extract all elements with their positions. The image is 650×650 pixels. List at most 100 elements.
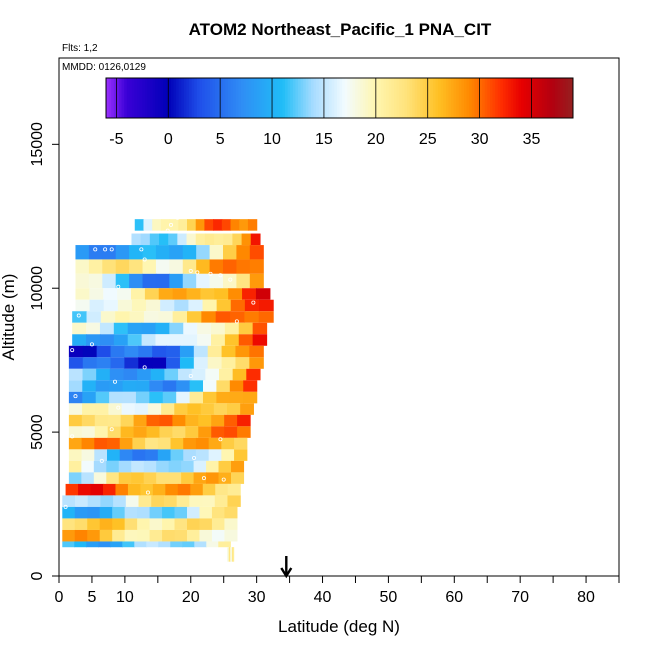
sample-point [142,257,147,262]
heatmap-cell [187,518,201,530]
sample-point [201,476,206,481]
colorbar-swatch [383,78,387,118]
heatmap-cell [182,259,197,274]
heatmap-cell [170,541,183,548]
heatmap-cell [244,299,260,312]
heatmap-cell [172,288,188,300]
heatmap-cell [134,219,145,231]
heatmap-cell [166,357,181,369]
heatmap-cell [88,245,103,260]
colorbar-swatch [560,78,564,118]
heatmap-cell [243,380,258,392]
heatmap-cell [249,245,264,260]
sample-point [142,365,147,370]
heatmap-cell [169,259,184,274]
colorbar-swatch [155,78,159,118]
colorbar-swatch [404,78,408,118]
colorbar-swatch [321,78,325,118]
heatmap-bands [62,219,274,562]
colorbar-swatch [191,78,195,118]
heatmap-cell [81,426,96,438]
heatmap-cell [236,259,251,274]
sample-point [70,348,75,353]
heatmap-cell [206,460,220,473]
colorbar-swatch [204,78,208,118]
heatmap-cell [165,483,179,496]
heatmap-cell [86,322,101,335]
heatmap-cell [231,460,245,473]
heatmap-cell [100,495,114,507]
colorbar-swatch [557,78,561,118]
heatmap-cell [172,426,186,438]
sample-point [139,247,144,252]
colorbar-swatch [163,78,167,118]
colorbar-swatch [251,78,255,118]
heatmap-cell [198,414,212,427]
colorbar-swatch [562,78,566,118]
heatmap-cell [247,219,258,231]
colorbar-swatch [118,78,123,118]
colorbar-swatch [230,78,234,118]
colorbar-swatch [279,78,283,118]
heatmap-cell [62,541,75,548]
heatmap-cell [183,449,197,461]
heatmap-cell [223,259,238,274]
heatmap-cell [110,357,126,369]
heatmap-cell [219,368,234,381]
heatmap-cell [99,334,115,346]
sample-point [109,427,114,432]
heatmap-cell [178,368,193,381]
heatmap-cell [240,403,254,415]
heatmap-cell [218,541,231,548]
y-tick-label: 10000 [29,266,46,311]
colorbar: -5 0 5 10 15 20 25 30 35 [105,77,574,148]
heatmap-cell [119,437,134,450]
heatmap-cell [88,259,103,274]
heatmap-cell [75,299,91,312]
colorbar-swatch [285,78,289,118]
heatmap-cell [235,357,250,369]
heatmap-cell [221,437,235,450]
colorbar-tick-label: 5 [216,131,225,148]
colorbar-swatch [339,78,343,118]
heatmap-cell [181,472,195,484]
colorbar-swatch [406,78,411,118]
heatmap-cell [74,529,88,542]
colorbar-swatch [124,78,128,118]
heatmap-cell [249,345,264,358]
heatmap-cell [237,414,251,427]
heatmap-cell [176,380,191,392]
chart-title: ATOM2 Northeast_Pacific_1 PNA_CIT [189,20,492,39]
heatmap-cell [162,506,176,519]
heatmap-cell [95,403,110,415]
sample-point [70,434,75,439]
heatmap-cell [156,460,170,473]
heatmap-cell [87,506,101,519]
heatmap-cell [166,345,181,358]
colorbar-tick-label: 30 [471,131,489,148]
colorbar-swatch [222,78,226,118]
heatmap-cell [87,529,101,542]
heatmap-cell [215,311,231,323]
heatmap-cell [252,334,268,346]
colorbar-swatch [508,78,512,118]
heatmap-cell [82,345,98,358]
heatmap-cell [193,357,209,369]
colorbar-swatch [170,78,174,118]
colorbar-swatch [456,78,460,118]
colorbar-swatch [547,78,551,118]
colorbar-swatch [386,78,390,118]
heatmap-cell [243,391,258,404]
heatmap-cell [176,391,191,404]
heatmap-cell [203,391,218,404]
heatmap-cell [198,426,212,438]
heatmap-cell [164,368,179,381]
heatmap-cell [155,259,170,274]
x-axis: 0 5 10 20 30 40 50 60 70 80 [55,576,620,606]
heatmap-cell [162,391,177,404]
heatmap-cell [74,518,88,530]
heatmap-cell [68,368,84,381]
heatmap-cell [236,273,251,289]
colorbar-swatch [126,78,130,118]
heatmap-cell [133,426,148,438]
